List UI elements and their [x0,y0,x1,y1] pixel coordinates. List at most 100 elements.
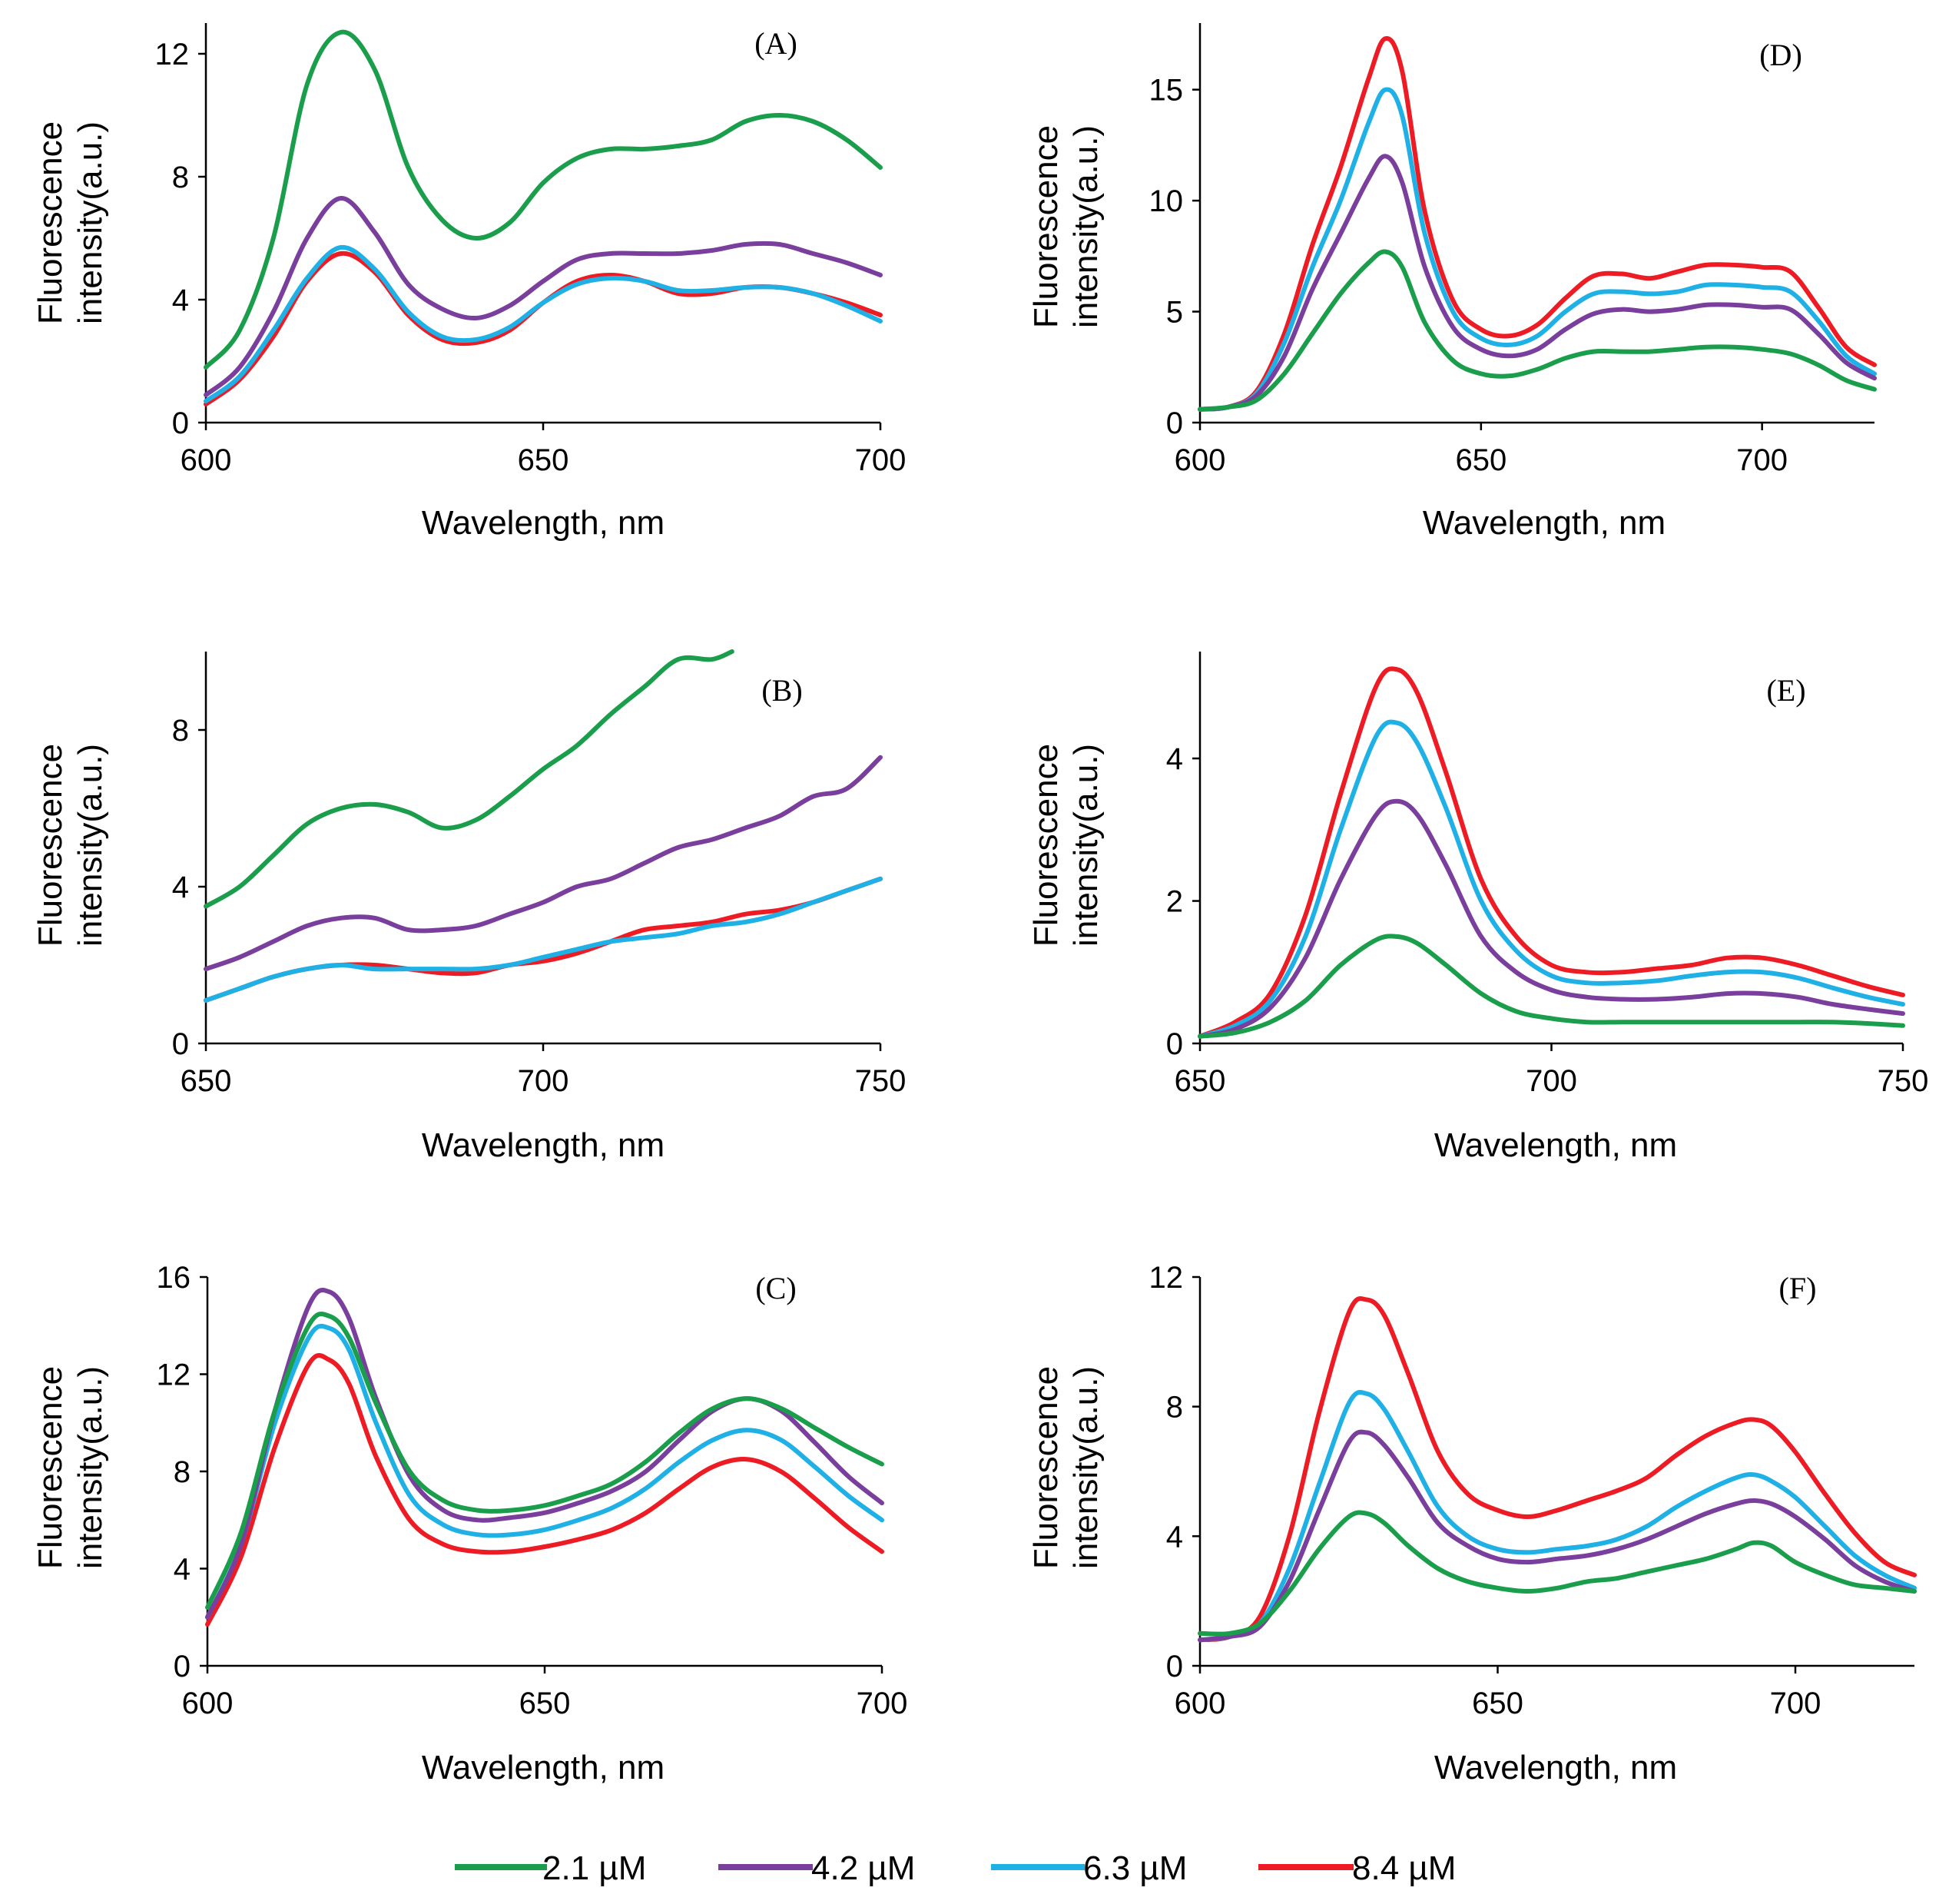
panel-a-xtick-label: 700 [855,443,907,477]
panel-f-xlabel: Wavelength, nm [1434,1749,1677,1786]
panel-d-ytick-label: 10 [1149,184,1184,218]
panel-b-series-2 [204,876,883,1003]
panel-c-xtick-label: 700 [857,1687,908,1720]
panel-b-xlabel: Wavelength, nm [422,1126,665,1164]
panel-d-label: (D) [1759,38,1802,72]
panel-f-series [1198,1296,1917,1643]
panel-e-label: (E) [1766,673,1805,708]
panel-f-axes: 0 4 8 12 600 650 700 [1149,1261,1914,1720]
panel-f-label: (F) [1779,1271,1817,1305]
panel-c-axes: 0 4 8 12 16 600 650 700 [157,1261,908,1720]
panel-d-ylabel-line1: Fluorescence [1027,125,1065,328]
panel-a-ytick-label: 0 [172,406,189,440]
panel-d-series-3 [1198,36,1877,412]
panel-c-ylabel-line2: intensity(a.u.) [71,1366,109,1569]
panel-f-ylabel-line1: Fluorescence [1027,1366,1065,1569]
panel-f-series-1 [1198,1429,1917,1643]
panel-f-ytick-label: 0 [1166,1650,1183,1683]
panel-e-xlabel: Wavelength, nm [1434,1126,1677,1164]
panel-b-series-1 [204,755,883,972]
panel-c-ytick-label: 8 [174,1455,191,1489]
panel-a-ytick-label: 4 [172,284,189,317]
legend-label-2: 6.3 µM [1083,1849,1187,1887]
panel-a-ytick-label: 8 [172,161,189,194]
panel-c-ytick-label: 4 [174,1553,191,1587]
panel-a-series [204,29,883,406]
panel-b-series [204,649,883,1003]
panel-f-ytick-label: 4 [1166,1520,1183,1554]
panel-c-ytick-label: 0 [174,1650,191,1683]
panel-c: 0 4 8 12 16 600 650 700 (C) Wavelength, nm Fluo… [31,1261,907,1786]
panel-a-series-0 [204,29,883,370]
panel-e: 0 2 4 650 700 750 (E) Wavelength, nm Fluoresc… [1027,652,1928,1164]
panel-e-axes: 0 2 4 650 700 750 [1166,652,1929,1098]
panel-c-series-2 [205,1323,884,1620]
panel-d-ytick-label: 15 [1149,74,1184,108]
panel-f-xtick-label: 600 [1175,1687,1226,1720]
panel-a-xlabel: Wavelength, nm [422,504,665,542]
panel-b-series-3 [204,876,883,1003]
panel-b-ytick-label: 4 [172,871,189,904]
panel-d-axes: 0 5 10 15 600 650 700 [1149,23,1874,477]
panel-c-ytick-label: 12 [157,1358,191,1392]
panel-b-series-0 [204,649,734,909]
panel-f-xtick-label: 650 [1472,1687,1523,1720]
panel-a-xtick-label: 600 [181,443,232,477]
panel-a-axes: 0 4 8 12 600 650 700 [155,23,907,477]
panel-d-series-0 [1198,249,1877,412]
panel-a-label: (A) [754,26,797,61]
panel-d-xlabel: Wavelength, nm [1423,504,1666,542]
panel-a-ylabel-line2: intensity(a.u.) [71,121,109,324]
panel-f-series-3 [1198,1296,1917,1643]
panel-e-ytick-label: 4 [1166,742,1183,776]
panel-e-series-3 [1198,666,1905,1039]
panel-b: 0 4 8 650 700 750 (B) Wavelength, nm Fluoresc… [31,649,907,1164]
panel-c-xtick-label: 650 [519,1687,571,1720]
panel-e-xtick-label: 750 [1878,1064,1929,1098]
panel-e-ylabel-line2: intensity(a.u.) [1067,744,1105,947]
panel-b-xtick-label: 650 [181,1064,232,1098]
panel-a-xtick-label: 650 [518,443,569,477]
panel-b-ylabel-line2: intensity(a.u.) [71,744,109,947]
panel-c-series-0 [205,1312,884,1610]
panel-d-series [1198,36,1877,412]
legend: 2.1 µM 4.2 µM 6.3 µM 8.4 µM [455,1849,1456,1887]
panel-c-ylabel-line1: Fluorescence [31,1366,69,1569]
panel-e-ytick-label: 0 [1166,1027,1183,1061]
panel-a-series-1 [204,196,883,397]
legend-label-0: 2.1 µM [542,1849,646,1887]
panel-b-xtick-label: 700 [518,1064,569,1098]
panel-e-series-2 [1198,719,1905,1039]
panel-a-ylabel-line1: Fluorescence [31,121,69,324]
panel-b-xtick-label: 750 [855,1064,907,1098]
panel-e-xtick-label: 650 [1175,1064,1226,1098]
panel-d: 0 5 10 15 600 650 700 (D) Wavelength, nm Fluor… [1027,23,1877,542]
panel-c-ytick-label: 16 [157,1261,191,1295]
panel-f-ytick-label: 8 [1166,1391,1183,1425]
panel-f-xtick-label: 700 [1770,1687,1821,1720]
panel-c-label: (C) [755,1271,796,1305]
panel-b-ytick-label: 8 [172,714,189,748]
panel-b-ylabel-line1: Fluorescence [31,744,69,947]
panel-a: 0 4 8 12 600 650 700 (A) Wavelength, nm Fluore… [31,23,906,542]
panel-c-series-3 [205,1353,884,1627]
panel-f: 0 4 8 12 600 650 700 (F) Wavelength, nm Fluore… [1027,1261,1917,1786]
legend-label-3: 8.4 µM [1352,1849,1456,1887]
panel-b-label: (B) [761,673,802,708]
panel-b-ytick-label: 0 [172,1027,189,1061]
panel-d-ylabel-line2: intensity(a.u.) [1067,125,1105,328]
panel-d-xtick-label: 600 [1175,443,1226,477]
panel-c-series [205,1288,884,1627]
panel-f-series-2 [1198,1390,1917,1643]
panel-d-xtick-label: 700 [1736,443,1788,477]
panel-f-series-0 [1198,1510,1917,1637]
panel-e-ytick-label: 2 [1166,885,1183,919]
panel-e-series-0 [1198,934,1905,1039]
panel-c-xlabel: Wavelength, nm [422,1749,665,1786]
panel-f-ytick-label: 12 [1149,1261,1184,1295]
panel-d-xtick-label: 650 [1455,443,1506,477]
panel-e-xtick-label: 700 [1526,1064,1577,1098]
panel-d-ytick-label: 5 [1166,296,1183,330]
panel-f-ylabel-line2: intensity(a.u.) [1067,1366,1105,1569]
